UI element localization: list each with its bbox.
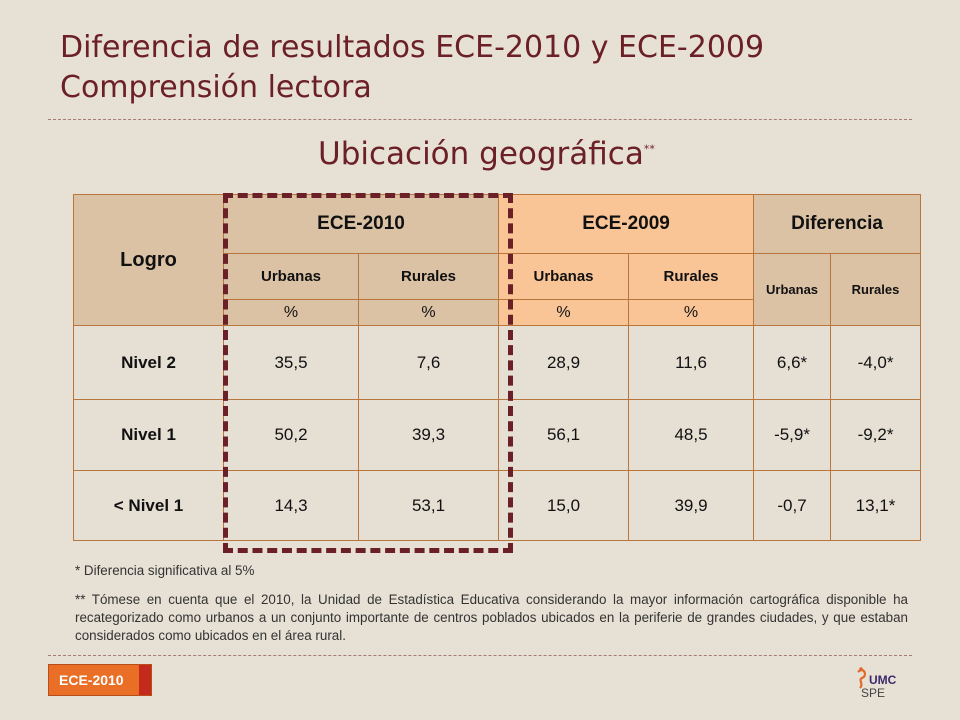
value-cell: 56,1 — [498, 399, 630, 471]
header-row-sub: Urbanas Rurales Urbanas Rurales Urbanas … — [74, 253, 922, 326]
value-cell: 11,6 — [628, 325, 755, 400]
umc-logo-icon: UMC — [857, 667, 897, 689]
table-row: < Nivel 1 14,3 53,1 15,0 39,9 -0,7 13,1* — [73, 470, 922, 541]
title-line-1: Diferencia de resultados ECE-2010 y ECE-… — [60, 30, 765, 65]
badge-end-stripe — [139, 665, 151, 695]
value-cell: -9,2* — [830, 399, 922, 471]
value-cell: 39,3 — [357, 399, 500, 471]
subheader-2010-urbanas: Urbanas — [223, 253, 359, 300]
level-label: < Nivel 1 — [73, 470, 224, 541]
unit-cell: % — [223, 299, 359, 326]
value-cell: 53,1 — [357, 470, 500, 541]
logo-sub-label: SPE — [861, 686, 886, 700]
slide-title: Diferencia de resultados ECE-2010 y ECE-… — [60, 28, 764, 108]
unit-cell: % — [357, 299, 500, 326]
level-label: Nivel 1 — [73, 399, 224, 471]
header-ece-2009: ECE-2009 — [498, 194, 755, 254]
subheader-2009-urbanas: Urbanas — [498, 253, 630, 300]
table-row: Nivel 2 35,5 7,6 28,9 11,6 6,6* -4,0* — [73, 325, 922, 400]
value-cell: 14,3 — [223, 470, 359, 541]
header-logro: Logro — [73, 194, 224, 326]
title-line-2: Comprensión lectora — [60, 70, 372, 105]
subtitle-text: Ubicación geográfica — [318, 136, 644, 172]
top-divider — [48, 119, 912, 120]
section-subtitle: Ubicación geográfica** — [318, 136, 655, 172]
subheader-2009-rurales: Rurales — [628, 253, 755, 300]
header-ece-2010: ECE-2010 — [222, 194, 500, 254]
results-table: Logro ECE-2010 ECE-2009 Diferencia Urban… — [73, 194, 922, 541]
badge-label: ECE-2010 — [59, 672, 124, 688]
unit-cell: % — [498, 299, 630, 326]
subtitle-mark: ** — [643, 142, 655, 156]
value-cell: -5,9* — [753, 399, 832, 471]
subheader-dif-urbanas: Urbanas — [753, 253, 832, 326]
value-cell: 39,9 — [628, 470, 755, 541]
header-diferencia: Diferencia — [753, 194, 922, 254]
value-cell: 15,0 — [498, 470, 630, 541]
value-cell: 13,1* — [830, 470, 922, 541]
footnote-significance: * Diferencia significativa al 5% — [75, 563, 255, 578]
footnote-recategorization: ** Tómese en cuenta que el 2010, la Unid… — [75, 592, 908, 643]
value-cell: -4,0* — [830, 325, 922, 400]
value-cell: 7,6 — [357, 325, 500, 400]
ece-2010-badge: ECE-2010 — [48, 664, 152, 696]
table-row: Nivel 1 50,2 39,3 56,1 48,5 -5,9* -9,2* — [73, 399, 922, 471]
value-cell: 35,5 — [223, 325, 359, 400]
header-row-groups: Logro ECE-2010 ECE-2009 Diferencia — [73, 194, 922, 326]
value-cell: 50,2 — [223, 399, 359, 471]
logo-label: UMC — [869, 673, 897, 687]
value-cell: 28,9 — [498, 325, 630, 400]
unit-cell: % — [628, 299, 755, 326]
subheader-dif-rurales: Rurales — [830, 253, 922, 326]
value-cell: 48,5 — [628, 399, 755, 471]
level-label: Nivel 2 — [73, 325, 224, 400]
header-row-unit: % % % % — [74, 299, 921, 326]
bottom-divider — [48, 655, 912, 656]
value-cell: 6,6* — [753, 325, 832, 400]
subheader-2010-rurales: Rurales — [357, 253, 500, 300]
value-cell: -0,7 — [753, 470, 832, 541]
